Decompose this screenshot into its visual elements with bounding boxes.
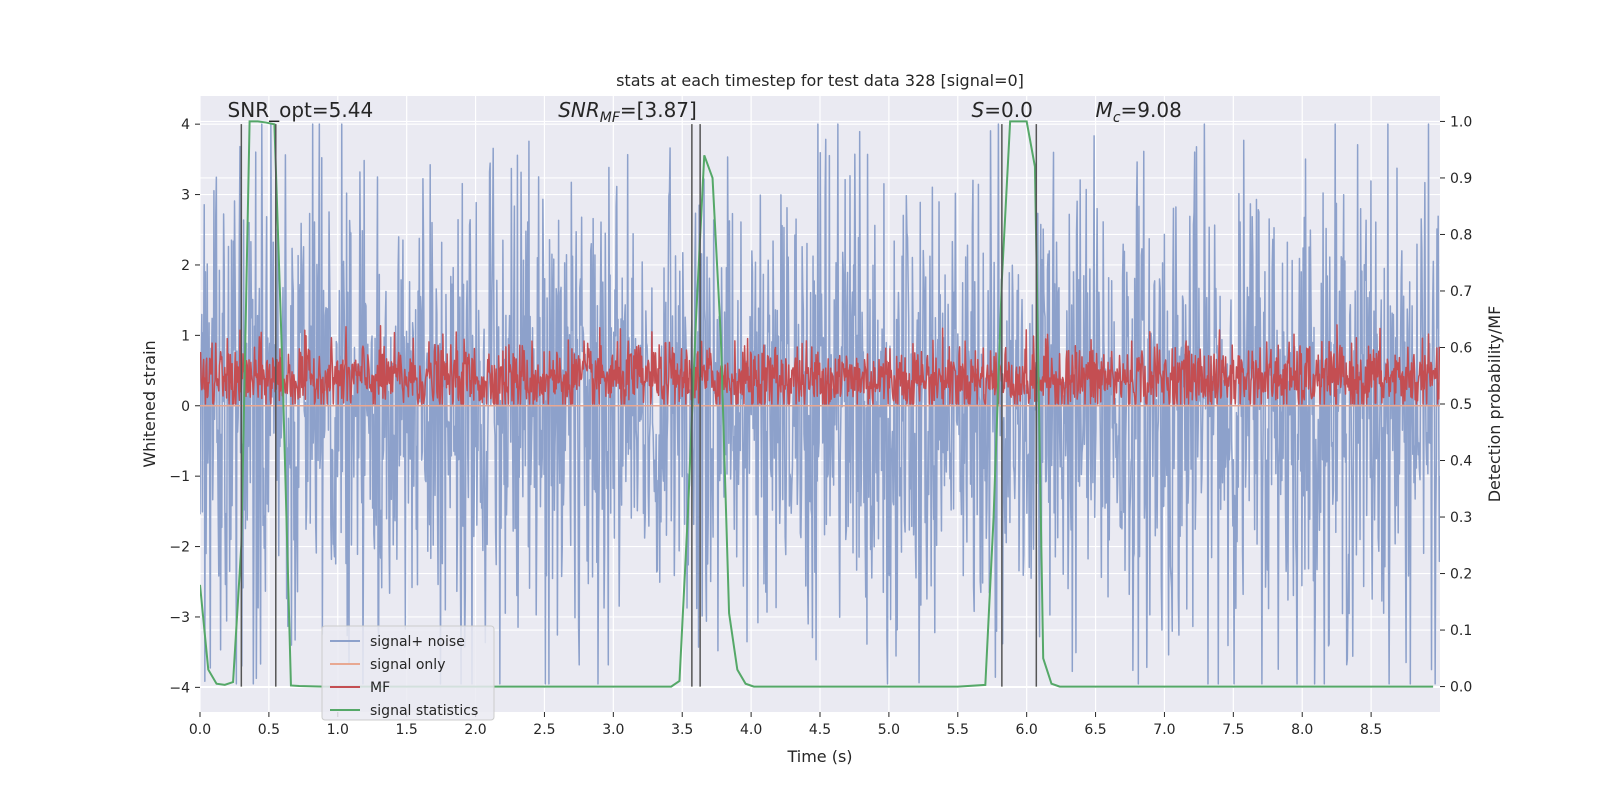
legend-label: signal statistics	[370, 703, 478, 719]
x-tick-label: 2.0	[464, 722, 486, 738]
legend-label: signal only	[370, 657, 445, 673]
annotation: SNR_opt=5.44	[228, 98, 374, 122]
x-tick-label: 7.0	[1153, 722, 1175, 738]
y-right-tick-label: 0.8	[1450, 227, 1472, 243]
y-right-tick-label: 0.6	[1450, 340, 1472, 356]
x-tick-label: 1.0	[327, 722, 349, 738]
legend-box	[321, 625, 495, 721]
x-axis-ticks: 0.0 0.5 1.0 1.5 2.0 2.5 3.0 3.5 4.0 4.5 5.0 5.5 6.0 6…	[189, 712, 1382, 738]
x-tick-label: 1.5	[396, 722, 418, 738]
x-tick-label: 4.0	[740, 722, 762, 738]
annotation: Mc=9.08	[1096, 98, 1182, 126]
x-tick-label: 2.5	[533, 722, 555, 738]
x-tick-label: 8.5	[1360, 722, 1382, 738]
y-tick-label: −2	[169, 540, 190, 556]
x-tick-label: 3.5	[671, 722, 693, 738]
y-right-tick-label: 0.7	[1450, 284, 1472, 300]
y-tick-label: 3	[181, 188, 190, 204]
x-tick-label: 8.0	[1291, 722, 1313, 738]
x-tick-label: 4.5	[809, 722, 831, 738]
y-right-tick-label: 0.2	[1450, 567, 1472, 583]
annotation: SNRMF=[3.87]	[558, 98, 697, 126]
y-right-axis-label: Detection probability/MF	[1485, 306, 1504, 503]
x-tick-label: 5.0	[878, 722, 900, 738]
annotations: SNR_opt=5.44 SNRMF=[3.87] S=0.0 Mc=9.08	[228, 98, 1182, 126]
y-tick-label: −4	[169, 680, 190, 696]
y-axis-ticks: −4 −3 −2 −1 0 1 2 3 4	[169, 117, 200, 696]
x-tick-label: 7.5	[1222, 722, 1244, 738]
y-axis-label: Whitened strain	[140, 340, 159, 467]
vertical-markers	[240, 124, 1038, 687]
y-right-tick-label: 0.1	[1450, 623, 1472, 639]
x-tick-label: 3.0	[602, 722, 624, 738]
y-tick-label: 0	[181, 399, 190, 415]
y-right-axis-ticks: 0.0 0.1 0.2 0.3 0.4 0.5 0.6 0.7 0.8 0.9 1.0	[1440, 114, 1472, 696]
y-tick-label: 2	[181, 258, 190, 274]
y-right-tick-label: 0.4	[1450, 454, 1472, 470]
legend-label: signal+ noise	[370, 634, 465, 650]
series-line-signal-noise	[200, 123, 1440, 685]
x-tick-label: 5.5	[947, 722, 969, 738]
series-line-mf	[200, 324, 1440, 405]
chart-title: stats at each timestep for test data 328…	[616, 71, 1024, 90]
y-right-tick-label: 0.0	[1450, 680, 1472, 696]
x-tick-label: 6.5	[1084, 722, 1106, 738]
y-right-tick-label: 0.5	[1450, 397, 1472, 413]
y-tick-label: −1	[169, 469, 190, 485]
legend: signal+ noise signal only MF signal statist…	[321, 625, 495, 721]
y-tick-label: −3	[169, 610, 190, 626]
y-right-tick-label: 0.9	[1450, 171, 1472, 187]
x-tick-label: 0.5	[258, 722, 280, 738]
y-tick-label: 1	[181, 328, 190, 344]
x-tick-label: 0.0	[189, 722, 211, 738]
y-right-tick-label: 1.0	[1450, 114, 1472, 130]
y-right-tick-label: 0.3	[1450, 510, 1472, 526]
x-axis-label: Time (s)	[786, 747, 852, 766]
series-layer	[200, 120, 1440, 688]
x-tick-label: 6.0	[1016, 722, 1038, 738]
annotation: S=0.0	[972, 98, 1033, 122]
series-line-signal-statistics	[200, 120, 1434, 688]
y-tick-label: 4	[181, 117, 190, 133]
legend-label: MF	[370, 680, 390, 696]
